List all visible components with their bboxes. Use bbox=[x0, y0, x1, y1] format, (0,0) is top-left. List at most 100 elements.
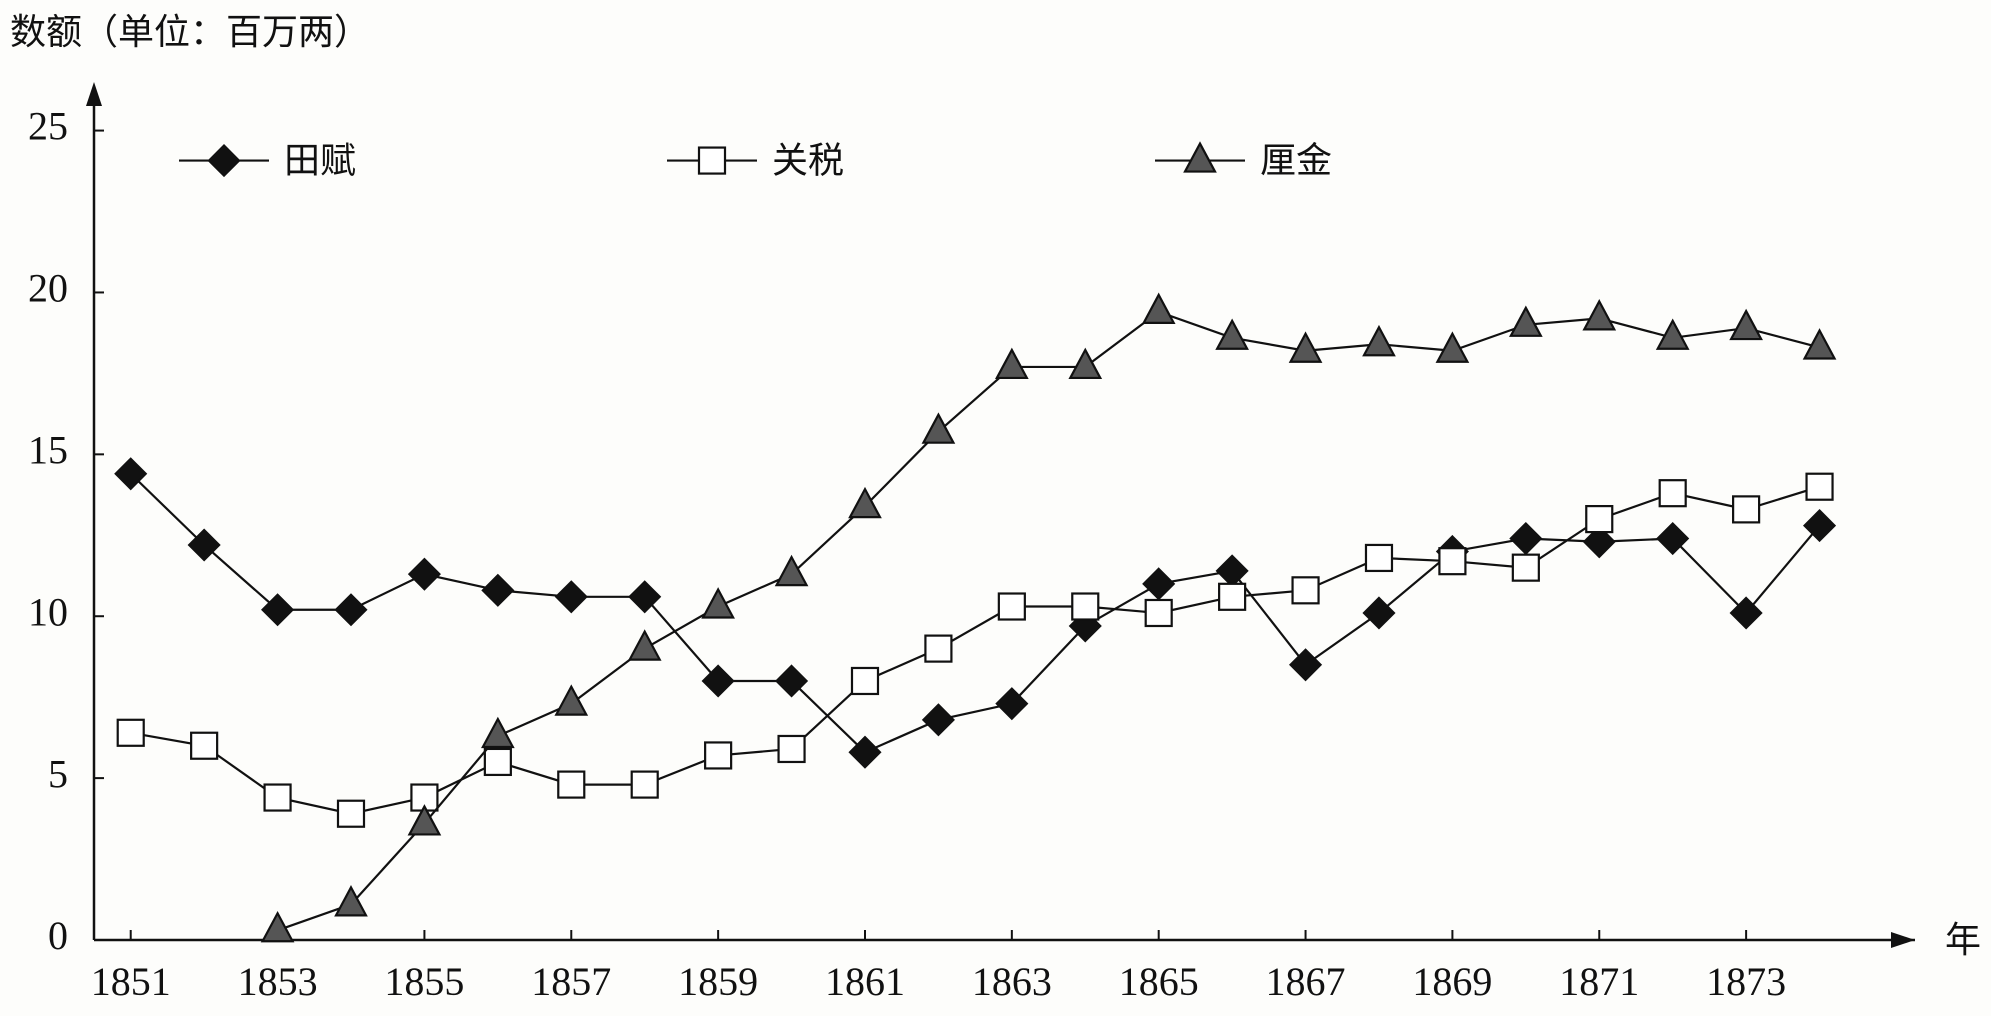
y-tick-label: 25 bbox=[28, 104, 68, 149]
point bbox=[1362, 324, 1396, 357]
point bbox=[627, 629, 662, 661]
point bbox=[1288, 648, 1323, 682]
point bbox=[995, 687, 1029, 721]
point bbox=[777, 734, 806, 764]
point bbox=[190, 731, 219, 760]
point bbox=[704, 741, 733, 770]
point bbox=[407, 557, 441, 591]
point bbox=[407, 804, 442, 836]
x-tick-label: 1851 bbox=[91, 959, 171, 1004]
point bbox=[1218, 582, 1247, 611]
point bbox=[1582, 525, 1616, 559]
series bbox=[114, 457, 1837, 769]
point bbox=[261, 593, 295, 627]
point bbox=[1508, 305, 1543, 337]
point bbox=[701, 587, 735, 619]
point bbox=[1509, 521, 1543, 556]
point bbox=[848, 486, 882, 519]
x-axis-arrow bbox=[1891, 932, 1915, 948]
point bbox=[1288, 331, 1323, 363]
point bbox=[1585, 504, 1614, 534]
x-tick-label: 1861 bbox=[825, 959, 905, 1004]
x-tick-label: 1853 bbox=[238, 959, 318, 1004]
point bbox=[263, 783, 292, 812]
point bbox=[481, 573, 515, 607]
point bbox=[630, 770, 659, 799]
point bbox=[114, 457, 148, 491]
point bbox=[481, 716, 515, 749]
point bbox=[1805, 472, 1834, 501]
point bbox=[848, 735, 882, 769]
point bbox=[1655, 318, 1690, 350]
legend-label: 关税 bbox=[772, 141, 844, 182]
point bbox=[260, 910, 295, 943]
series bbox=[116, 472, 1834, 828]
x-tick-label: 1859 bbox=[678, 959, 758, 1004]
series-line bbox=[277, 310, 1820, 932]
point bbox=[483, 747, 512, 777]
series-line bbox=[129, 472, 1821, 754]
point bbox=[554, 684, 589, 716]
point bbox=[116, 718, 145, 747]
point bbox=[1435, 331, 1470, 363]
x-tick-label: 1867 bbox=[1266, 959, 1346, 1004]
point bbox=[1438, 547, 1467, 576]
x-tick-label: 1873 bbox=[1706, 959, 1786, 1004]
point bbox=[997, 592, 1026, 621]
point bbox=[1658, 479, 1687, 508]
point bbox=[774, 554, 809, 587]
y-tick-label: 5 bbox=[48, 751, 68, 796]
point bbox=[775, 664, 809, 698]
point bbox=[1802, 328, 1837, 360]
chart-title: 数额（单位：百万两） bbox=[10, 12, 370, 53]
point bbox=[628, 580, 662, 614]
legend-marker bbox=[697, 146, 727, 175]
point bbox=[1582, 299, 1617, 331]
series-line bbox=[130, 485, 1820, 815]
point bbox=[554, 580, 588, 614]
point bbox=[1141, 292, 1176, 324]
point bbox=[1142, 567, 1176, 601]
x-axis-label: 年 bbox=[1945, 920, 1981, 961]
x-tick-label: 1855 bbox=[384, 959, 464, 1004]
legend-label: 田赋 bbox=[284, 141, 356, 182]
point bbox=[1802, 509, 1837, 543]
point bbox=[701, 664, 735, 698]
point bbox=[850, 666, 880, 696]
point bbox=[334, 885, 368, 917]
point bbox=[1732, 495, 1761, 524]
series bbox=[260, 292, 1837, 943]
x-tick-label: 1869 bbox=[1412, 959, 1492, 1004]
point bbox=[1068, 347, 1103, 380]
point bbox=[1291, 576, 1320, 605]
y-axis-arrow bbox=[86, 82, 102, 106]
point bbox=[1729, 596, 1763, 630]
x-tick-label: 1863 bbox=[972, 959, 1052, 1004]
point bbox=[336, 799, 366, 828]
point bbox=[1511, 553, 1540, 582]
point bbox=[1729, 308, 1763, 341]
point bbox=[995, 347, 1029, 380]
point bbox=[1071, 592, 1100, 621]
legend-marker bbox=[207, 144, 241, 178]
point bbox=[557, 770, 586, 799]
point bbox=[1362, 596, 1396, 630]
y-tick-label: 0 bbox=[48, 913, 68, 958]
x-tick-label: 1857 bbox=[531, 959, 611, 1004]
point bbox=[1215, 554, 1249, 588]
y-tick-label: 15 bbox=[28, 428, 68, 473]
point bbox=[1144, 598, 1173, 628]
y-tick-label: 10 bbox=[28, 589, 68, 634]
point bbox=[1215, 318, 1249, 350]
point bbox=[921, 412, 956, 444]
x-tick-label: 1865 bbox=[1119, 959, 1199, 1004]
point bbox=[187, 528, 221, 562]
point bbox=[924, 634, 953, 663]
point bbox=[1656, 521, 1690, 556]
legend-marker bbox=[1183, 141, 1217, 173]
point bbox=[1364, 543, 1394, 573]
x-tick-label: 1871 bbox=[1559, 959, 1639, 1004]
y-tick-label: 20 bbox=[28, 266, 68, 311]
